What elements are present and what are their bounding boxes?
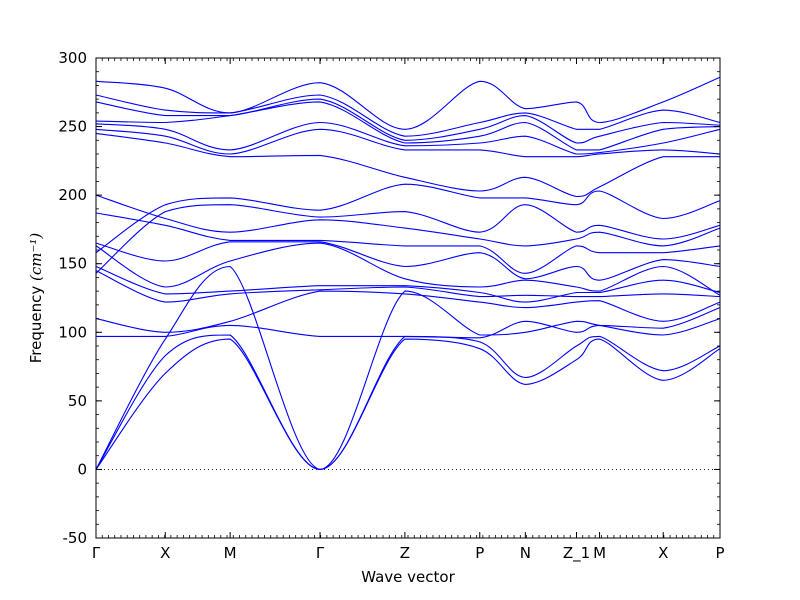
y-tick-label: -50 — [63, 529, 88, 547]
band-line — [95, 128, 721, 158]
band-line — [95, 76, 721, 130]
x-tick-label: Γ — [316, 544, 325, 562]
band-line — [95, 265, 721, 303]
band-line — [95, 94, 721, 137]
y-tick-label: 250 — [58, 118, 87, 136]
x-tick-label: M — [224, 544, 237, 562]
y-tick-label: 300 — [58, 49, 87, 67]
y-axis-label-text: Frequency — [27, 285, 45, 364]
band-line — [95, 242, 721, 296]
y-tick-label: 200 — [58, 186, 87, 204]
band-line — [95, 241, 721, 281]
band-line — [95, 338, 721, 470]
y-tick-label: 0 — [77, 460, 87, 478]
x-tick-label: P — [715, 544, 724, 562]
band-line — [95, 265, 721, 470]
x-tick-label: P — [475, 544, 484, 562]
band-line — [95, 98, 721, 144]
band-line — [95, 290, 721, 333]
y-tick-label: 150 — [58, 255, 87, 273]
plot-border — [95, 57, 721, 539]
x-tick-label: Z_1 — [563, 544, 590, 563]
x-tick-label: X — [160, 544, 170, 562]
y-axis-label-unit: (cm⁻¹) — [27, 232, 45, 281]
band-line — [95, 132, 720, 198]
x-tick-label: X — [658, 544, 668, 562]
x-tick-label: N — [520, 544, 531, 562]
band-line — [95, 183, 721, 254]
y-tick-label: 50 — [68, 392, 87, 410]
band-line — [95, 204, 721, 274]
y-axis-label: Frequency (cm⁻¹) — [27, 233, 45, 364]
band-line — [95, 212, 721, 274]
x-tick-label: M — [593, 544, 606, 562]
y-tick-label: 100 — [58, 323, 87, 341]
x-tick-label: Z — [400, 544, 410, 562]
band-line — [95, 334, 721, 470]
x-axis-label: Wave vector — [361, 568, 455, 586]
x-tick-label: Γ — [92, 544, 101, 562]
band-line — [95, 194, 721, 247]
band-line — [96, 307, 721, 339]
band-line — [95, 270, 721, 303]
band-line — [95, 121, 721, 155]
band-line — [95, 101, 721, 151]
